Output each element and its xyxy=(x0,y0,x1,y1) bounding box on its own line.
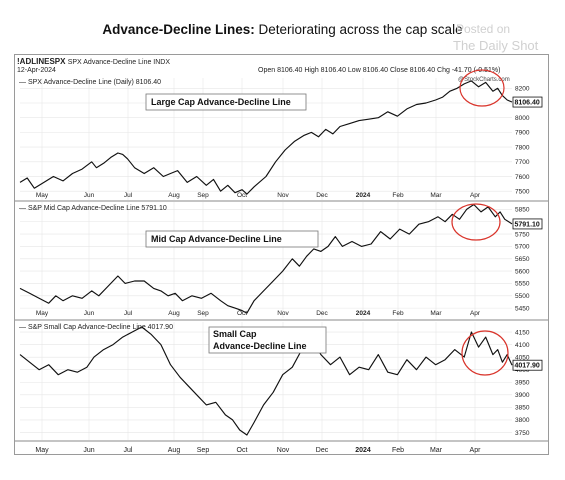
y-tick-label: 3850 xyxy=(515,405,530,412)
annotation-box xyxy=(145,93,307,111)
y-tick-label: 3800 xyxy=(515,417,530,424)
highlight-circle xyxy=(461,330,509,376)
x-tick-label: Apr xyxy=(470,447,482,454)
panel-month-label: Jul xyxy=(124,192,133,199)
annotation-box xyxy=(145,230,319,248)
title-rest: Deteriorating across the cap scale xyxy=(254,22,463,37)
panel-month-label: Dec xyxy=(316,192,328,199)
last-value-box xyxy=(512,218,543,230)
panel-month-label: Nov xyxy=(277,192,289,199)
y-tick-label: 8000 xyxy=(515,115,530,122)
chart-title: Advance-Decline Lines: Deteriorating acr… xyxy=(0,22,565,37)
y-tick-label: 4100 xyxy=(515,342,530,349)
last-value-box xyxy=(512,96,543,108)
annotation-label-line1: Small Cap xyxy=(213,329,257,339)
panel-month-label: 2024 xyxy=(356,192,371,199)
series-line xyxy=(19,80,513,195)
highlight-circle xyxy=(459,69,505,107)
panel-month-label: Aug xyxy=(168,192,180,199)
panel-month-label: Nov xyxy=(277,310,289,317)
last-value-label: 4017.90 xyxy=(515,363,540,370)
panel-month-label: 2024 xyxy=(356,310,371,317)
y-tick-label: 5450 xyxy=(515,305,530,312)
y-tick-label: 3950 xyxy=(515,380,530,387)
panel-month-label: Dec xyxy=(316,310,328,317)
y-tick-label: 5750 xyxy=(515,231,530,238)
watermark-daily-shot: The Daily Shot xyxy=(453,38,539,53)
panel-month-label: Jul xyxy=(124,310,133,317)
last-value-label: 8106.40 xyxy=(515,100,540,107)
panel-month-label: Jun xyxy=(84,192,95,199)
chart-frame xyxy=(14,54,549,455)
series-legend: — SPX Advance-Decline Line (Daily) 8106.… xyxy=(19,79,161,86)
symbol-label: !ADLINESPX SPX Advance-Decline Line INDX xyxy=(17,57,170,66)
series-line xyxy=(19,326,513,436)
y-tick-label: 5850 xyxy=(515,207,530,214)
x-tick-label: Jun xyxy=(83,447,94,454)
last-value-label: 5791.10 xyxy=(515,221,540,228)
x-tick-label: Mar xyxy=(430,447,443,454)
x-tick-label: Dec xyxy=(316,447,329,454)
x-tick-label: Feb xyxy=(392,447,404,454)
annotation-label: Large Cap Advance-Decline Line xyxy=(151,97,291,107)
panel-month-label: Feb xyxy=(392,192,404,199)
panel-month-label: Mar xyxy=(430,192,442,199)
y-tick-label: 5500 xyxy=(515,293,530,300)
x-tick-label: May xyxy=(35,447,49,454)
y-tick-label: 3750 xyxy=(515,430,530,437)
x-tick-label: Aug xyxy=(168,447,181,454)
header-date: 12-Apr-2024 xyxy=(17,67,56,74)
highlight-circle xyxy=(451,203,501,241)
panel-month-label: Sep xyxy=(197,310,209,317)
y-tick-label: 7700 xyxy=(515,159,530,166)
ohlc-readout: Open 8106.40 High 8106.40 Low 8106.40 Cl… xyxy=(258,67,501,74)
series-legend: — S&P Mid Cap Advance-Decline Line 5791.… xyxy=(19,205,167,212)
y-tick-label: 5600 xyxy=(515,268,530,275)
y-tick-label: 4150 xyxy=(515,329,530,336)
credit: @StockCharts.com xyxy=(458,77,510,83)
panel-month-label: Aug xyxy=(168,310,180,317)
panel-month-label: Mar xyxy=(430,310,442,317)
annotation-label: Mid Cap Advance-Decline Line xyxy=(151,234,282,244)
y-tick-label: 7900 xyxy=(515,130,530,137)
x-tick-label: Sep xyxy=(197,447,210,454)
symbol: !ADLINESPX xyxy=(17,57,66,66)
series-legend: — S&P Small Cap Advance-Decline Line 401… xyxy=(19,324,173,331)
x-tick-label: 2024 xyxy=(355,447,371,454)
y-tick-label: 7800 xyxy=(515,144,530,151)
annotation-box xyxy=(208,326,327,354)
y-tick-label: 5550 xyxy=(515,281,530,288)
y-tick-label: 5650 xyxy=(515,256,530,263)
panel-month-label: Jun xyxy=(84,310,95,317)
symbol-desc: SPX Advance-Decline Line INDX xyxy=(67,59,171,66)
x-tick-label: Nov xyxy=(277,447,290,454)
panel-month-label: Feb xyxy=(392,310,404,317)
series-line xyxy=(19,203,513,314)
y-tick-label: 8200 xyxy=(515,86,530,93)
annotation-label-line2: Advance-Decline Line xyxy=(213,341,307,351)
panel-month-label: May xyxy=(36,192,49,199)
panel-month-label: May xyxy=(36,310,49,317)
y-tick-label: 5700 xyxy=(515,244,530,251)
panel-month-label: Oct xyxy=(237,192,247,199)
y-tick-label: 7600 xyxy=(515,174,530,181)
watermark-posted-on: Posted on xyxy=(456,22,511,36)
x-tick-label: Oct xyxy=(237,447,248,454)
last-value-box xyxy=(512,359,543,371)
y-tick-label: 7500 xyxy=(515,188,530,195)
y-tick-label: 4050 xyxy=(515,354,530,361)
title-bold: Advance-Decline Lines: xyxy=(102,22,255,37)
panel-month-label: Sep xyxy=(197,192,209,199)
panel-month-label: Apr xyxy=(470,310,481,317)
x-tick-label: Jul xyxy=(124,447,133,454)
y-tick-label: 3900 xyxy=(515,392,530,399)
panel-month-label: Oct xyxy=(237,310,247,317)
panel-month-label: Apr xyxy=(470,192,481,199)
